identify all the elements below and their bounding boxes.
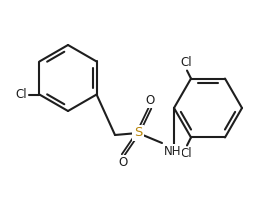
Text: O: O	[118, 156, 128, 169]
Text: S: S	[134, 127, 142, 139]
Text: O: O	[145, 94, 155, 107]
Text: NH: NH	[164, 145, 182, 158]
Text: Cl: Cl	[180, 147, 192, 160]
Text: Cl: Cl	[16, 88, 27, 101]
Text: Cl: Cl	[180, 55, 192, 69]
